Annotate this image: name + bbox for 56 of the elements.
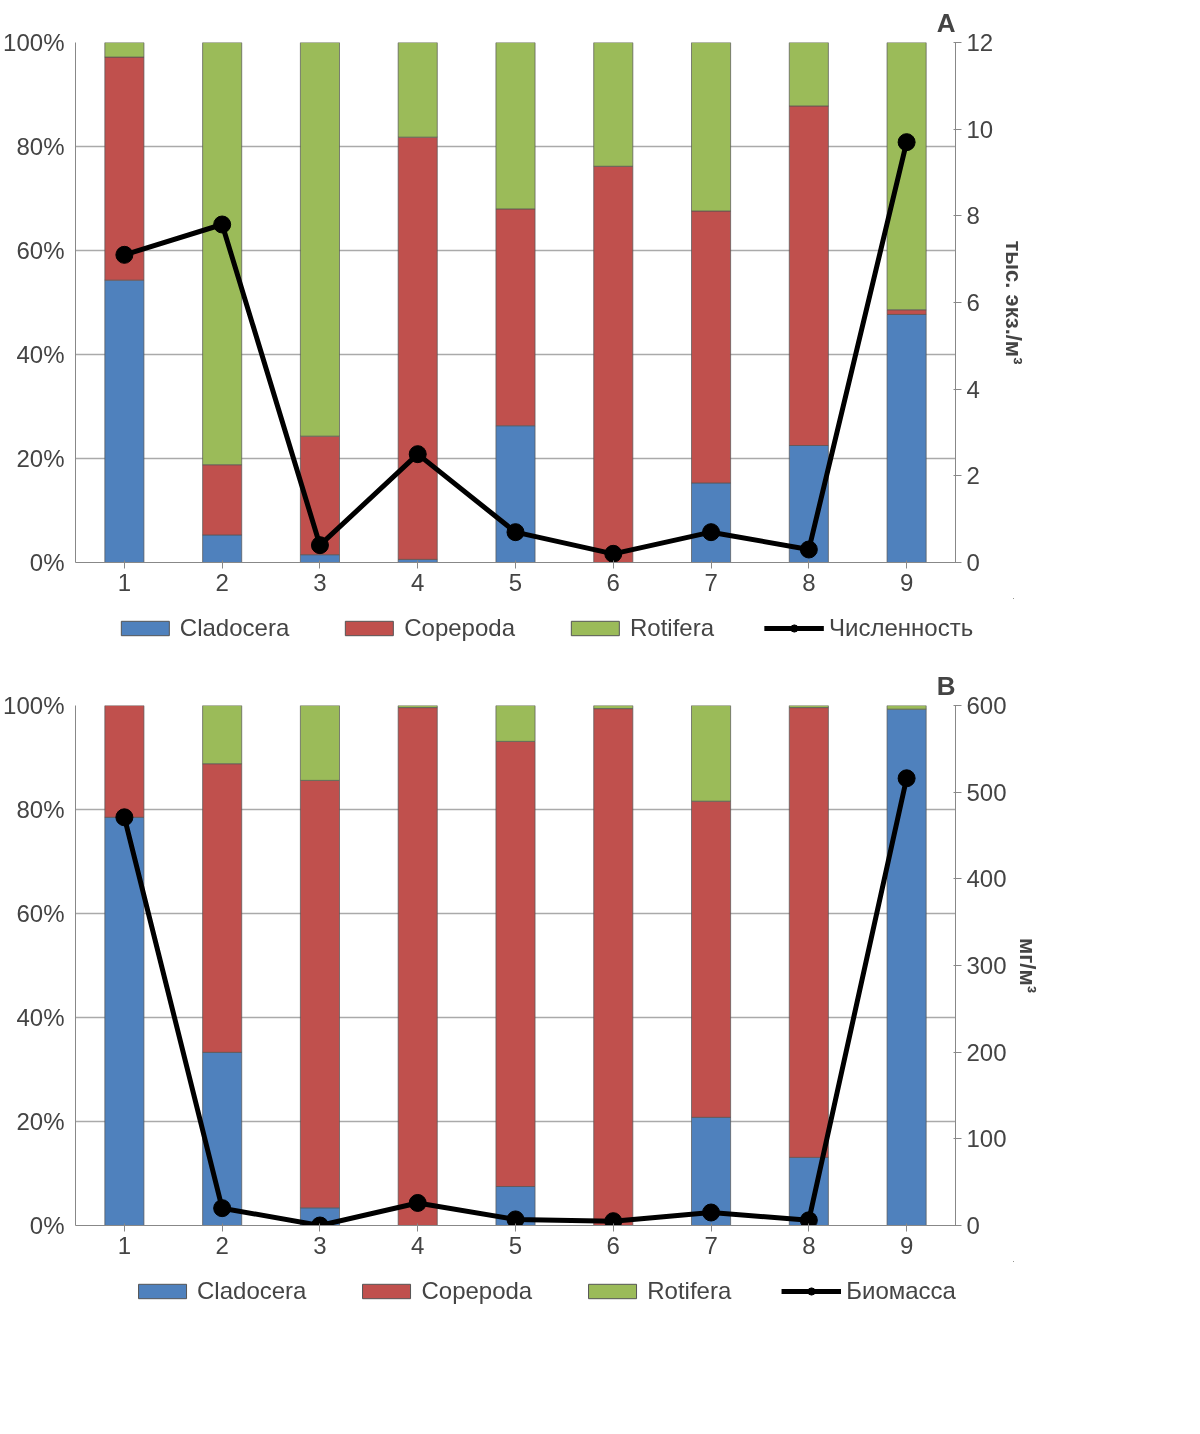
legend-label: Rotifera <box>630 614 715 642</box>
y2-tick-label: 400 <box>966 865 1007 893</box>
y2-tick-label: 6 <box>966 289 980 316</box>
legend-label: Численность <box>829 614 974 642</box>
x-tick-label: 7 <box>704 568 718 596</box>
y2-tick-label: 4 <box>966 375 980 403</box>
x-tick-label: 1 <box>117 1231 132 1259</box>
x-tick-label: 1 <box>117 568 132 596</box>
y2-tick-label: 12 <box>966 29 994 56</box>
y-tick-label: 100% <box>3 29 65 56</box>
y-tick-label: 20% <box>16 1108 65 1135</box>
legend-label: Cladocera <box>179 614 290 642</box>
x-tick-label: 2 <box>215 1231 229 1259</box>
x-tick-label: 5 <box>508 568 523 596</box>
y-tick-label: 20% <box>16 445 65 472</box>
legend-label: Cladocera <box>197 1277 307 1305</box>
y-tick-label: 0% <box>29 1212 65 1239</box>
y-tick-label: 0% <box>29 549 65 576</box>
y2-tick-label: 500 <box>966 778 1007 806</box>
y2-tick-label: 8 <box>966 202 980 230</box>
x-tick-label: 9 <box>899 1231 914 1259</box>
y-tick-label: 60% <box>16 237 65 264</box>
x-tick-label: 3 <box>313 1231 327 1259</box>
y-tick-label: 80% <box>16 133 65 160</box>
y2-tick-label: 2 <box>966 462 980 490</box>
y2-axis-title: тыс. экз./м³ <box>1001 240 1027 365</box>
x-tick-label: 7 <box>704 1231 718 1259</box>
y2-tick-label: 100 <box>966 1125 1007 1153</box>
y2-tick-label: 10 <box>966 115 994 143</box>
y2-tick-label: 0 <box>966 549 980 576</box>
y-tick-label: 40% <box>16 1004 65 1031</box>
y2-tick-label: 0 <box>966 1212 980 1239</box>
x-tick-label: 3 <box>313 568 327 596</box>
x-tick-label: 4 <box>411 568 425 596</box>
y-tick-label: 40% <box>16 341 65 368</box>
x-tick-label: 6 <box>606 568 620 596</box>
legend-label: Copepoda <box>421 1277 533 1305</box>
y2-axis-title: мг/м³ <box>1014 937 1040 994</box>
y-tick-label: 80% <box>16 796 65 823</box>
text: A <box>936 7 956 38</box>
y-tick-label: 100% <box>3 692 65 719</box>
x-tick-label: 9 <box>899 568 914 596</box>
y2-tick-label: 300 <box>966 952 1007 979</box>
legend-label: Copepoda <box>404 614 516 642</box>
x-tick-label: 8 <box>802 568 816 596</box>
y2-tick-label: 600 <box>966 692 1007 719</box>
y-tick-label: 60% <box>16 900 65 927</box>
text: B <box>936 670 956 701</box>
x-tick-label: 2 <box>215 568 229 596</box>
x-tick-label: 5 <box>508 1231 523 1259</box>
x-tick-label: 8 <box>802 1231 816 1259</box>
legend-label: Rotifera <box>647 1277 732 1305</box>
legend-label: Биомасса <box>846 1277 956 1305</box>
x-tick-label: 4 <box>411 1231 425 1259</box>
x-tick-label: 6 <box>606 1231 620 1259</box>
y2-tick-label: 200 <box>966 1038 1007 1066</box>
